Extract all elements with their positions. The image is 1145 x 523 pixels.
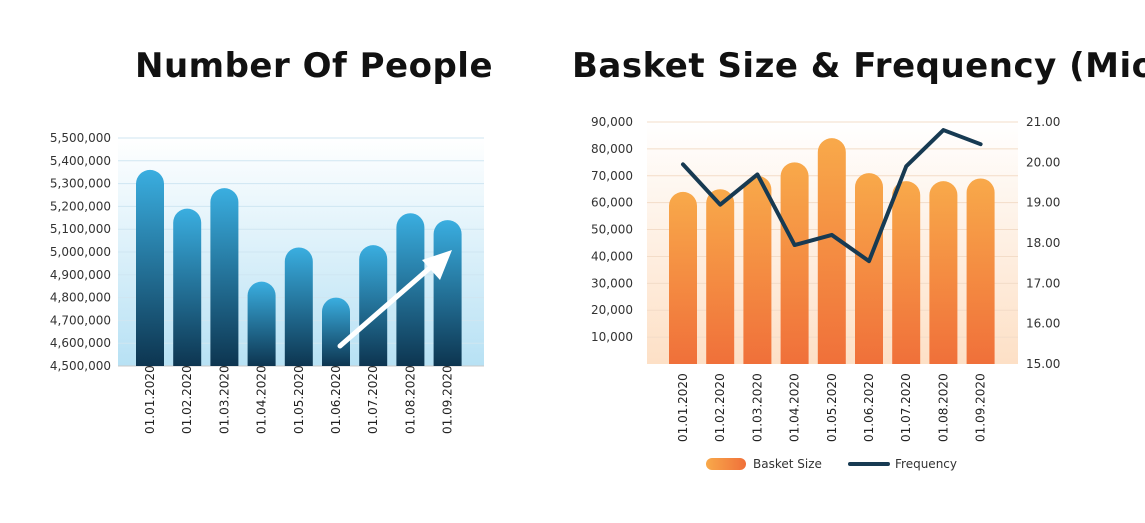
basket-bar — [892, 181, 921, 364]
frequency-y-tick: 15.00 — [1026, 357, 1060, 371]
frequency-y-tick: 17.00 — [1026, 276, 1060, 290]
basket-y-tick: 70,000 — [591, 169, 633, 183]
basket-y-tick: 40,000 — [591, 249, 633, 263]
basket-bar — [743, 175, 772, 364]
people-x-tick: 01.04.2020 — [255, 365, 269, 434]
legend-frequency-label: Frequency — [895, 457, 957, 471]
people-bar — [396, 213, 425, 366]
people-y-tick: 5,300,000 — [50, 177, 111, 191]
basket-x-tick: 01.01.2020 — [676, 373, 690, 442]
basket-y-tick: 30,000 — [591, 276, 633, 290]
people-bar — [173, 208, 202, 366]
people-x-tick: 01.02.2020 — [180, 365, 194, 434]
basket-y-tick: 90,000 — [591, 115, 633, 129]
people-x-tick: 01.05.2020 — [292, 365, 306, 434]
basket-chart-title: Basket Size & Frequency (Mio) — [572, 46, 1145, 86]
basket-x-tick: 01.09.2020 — [974, 373, 988, 442]
basket-bar — [817, 138, 846, 364]
people-y-tick: 4,900,000 — [50, 268, 111, 282]
people-y-tick: 5,400,000 — [50, 154, 111, 168]
frequency-y-tick: 16.00 — [1026, 317, 1060, 331]
people-chart-title: Number Of People — [135, 46, 494, 86]
basket-x-tick: 01.05.2020 — [825, 373, 839, 442]
people-bar — [322, 297, 350, 366]
people-y-tick: 5,000,000 — [50, 245, 111, 259]
frequency-y-tick: 19.00 — [1026, 196, 1060, 210]
basket-y-tick: 50,000 — [591, 223, 633, 237]
people-y-tick: 4,800,000 — [50, 291, 111, 305]
basket-bar — [669, 191, 697, 364]
people-x-tick: 01.01.2020 — [143, 365, 157, 434]
basket-x-tick: 01.03.2020 — [750, 373, 764, 442]
people-chart: 4,500,000 4,600,000 4,700,000 4,800,000 4,90… — [50, 131, 484, 434]
people-y-tick: 5,500,000 — [50, 131, 111, 145]
legend-basket-label: Basket Size — [753, 457, 822, 471]
people-bar — [433, 220, 462, 366]
basket-x-tick: 01.08.2020 — [936, 373, 950, 442]
basket-bar — [706, 189, 735, 364]
people-x-tick: 01.07.2020 — [366, 365, 380, 434]
people-bar — [247, 281, 276, 366]
people-y-tick: 4,600,000 — [50, 336, 111, 350]
people-x-tick: 01.06.2020 — [329, 365, 343, 434]
people-bar — [284, 247, 313, 366]
people-x-tick: 01.09.2020 — [441, 365, 455, 434]
basket-x-tick: 01.06.2020 — [862, 373, 876, 442]
basket-x-tick: 01.02.2020 — [713, 373, 727, 442]
trend-arrow-head — [422, 250, 452, 280]
people-y-tick: 5,100,000 — [50, 222, 111, 236]
basket-y-tick: 10,000 — [591, 330, 633, 344]
basket-bar — [855, 173, 883, 364]
basket-frequency-chart: 10,000 20,000 30,000 40,000 50,000 60,000 70,0… — [591, 115, 1060, 471]
basket-bar — [929, 181, 958, 364]
basket-x-tick: 01.07.2020 — [899, 373, 913, 442]
basket-y-tick: 80,000 — [591, 142, 633, 156]
trend-arrow-shaft — [337, 263, 435, 349]
people-y-tick: 4,700,000 — [50, 313, 111, 327]
people-x-tick: 01.03.2020 — [217, 365, 231, 434]
frequency-y-tick: 20.00 — [1026, 155, 1060, 169]
people-x-tick: 01.08.2020 — [403, 365, 417, 434]
basket-y-tick: 60,000 — [591, 196, 633, 210]
people-y-tick: 4,500,000 — [50, 359, 111, 373]
people-bar — [136, 169, 164, 366]
frequency-y-tick: 18.00 — [1026, 236, 1060, 250]
frequency-y-tick: 21.00 — [1026, 115, 1060, 129]
people-bar — [359, 245, 388, 366]
people-bar — [210, 188, 239, 366]
basket-y-tick: 20,000 — [591, 303, 633, 317]
basket-bar — [966, 178, 995, 364]
basket-x-tick: 01.04.2020 — [788, 373, 802, 442]
people-y-tick: 5,200,000 — [50, 199, 111, 213]
basket-bar — [780, 162, 809, 364]
legend-basket-swatch — [706, 458, 746, 470]
